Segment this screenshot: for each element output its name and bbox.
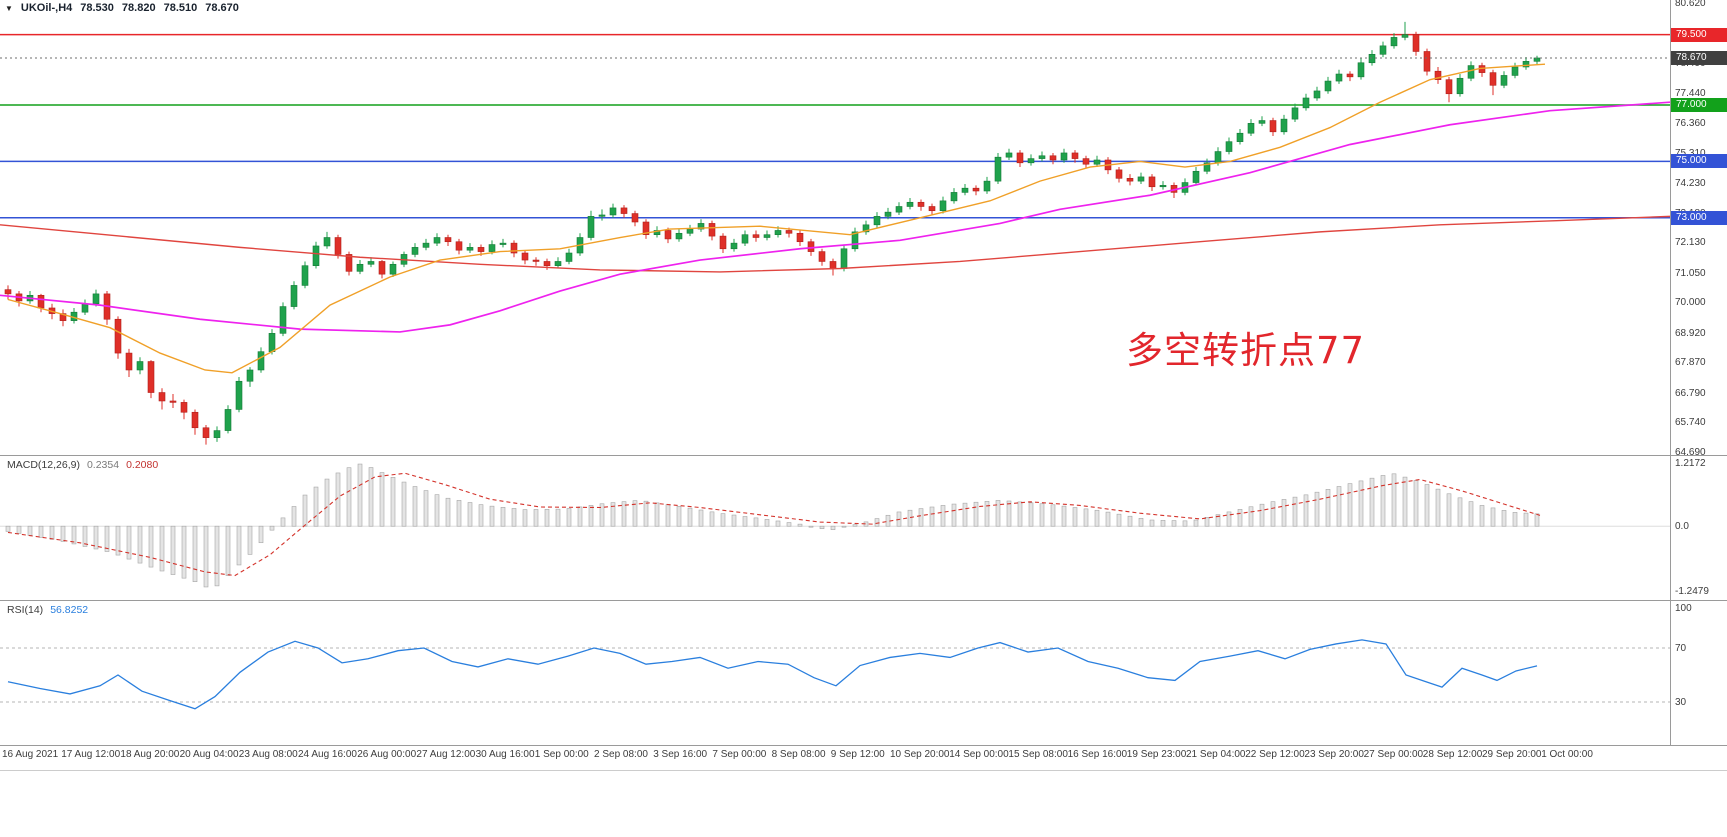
current-price-badge: 78.670 [1671, 50, 1727, 65]
macd-signal-value: 0.2080 [126, 459, 159, 471]
time-axis-label: 17 Aug 12:00 [61, 749, 121, 760]
time-axis-label: 18 Aug 20:00 [120, 749, 180, 760]
time-axis-label: 1 Oct 00:00 [1541, 749, 1593, 760]
price-level-badge: 79.500 [1671, 27, 1727, 42]
macd-main-value: 0.2354 [86, 459, 120, 471]
price-level-badge: 73.000 [1671, 210, 1727, 225]
time-axis-label: 15 Sep 08:00 [1008, 749, 1068, 760]
time-axis-label: 2 Sep 08:00 [594, 749, 648, 760]
time-axis-label: 9 Sep 12:00 [830, 749, 885, 760]
price-axis-tick: 74.230 [1675, 178, 1706, 190]
time-axis-label: 8 Sep 08:00 [771, 749, 826, 760]
time-axis-label: 21 Sep 04:00 [1186, 749, 1246, 760]
chart-header: ▼ UKOil-,H4 78.530 78.820 78.510 78.670 [5, 2, 239, 14]
price-axis-tick: 72.130 [1675, 237, 1706, 249]
time-axis-label: 3 Sep 16:00 [653, 749, 708, 760]
time-axis-label: 23 Sep 20:00 [1304, 749, 1364, 760]
macd-name: MACD(12,26,9) [7, 459, 80, 471]
one-click-trading-arrow-icon[interactable]: ▼ [5, 3, 13, 13]
time-axis-label: 16 Aug 2021 [2, 749, 59, 760]
price-axis-tick: 77.440 [1675, 87, 1706, 99]
price-axis-tick: 67.870 [1675, 357, 1706, 369]
price-axis-tick: 65.740 [1675, 417, 1706, 429]
time-axis-label: 27 Aug 12:00 [416, 749, 476, 760]
price-axis-tick: 80.620 [1675, 0, 1706, 9]
macd-axis-tick: 1.2172 [1675, 458, 1706, 469]
price-axis-tick: 75.310 [1675, 147, 1706, 159]
macd-axis-tick: 0.0 [1675, 521, 1689, 533]
annotation-text: 多空转折点77 [1126, 329, 1366, 372]
macd-axis-tick: -1.2479 [1675, 586, 1709, 597]
symbol-timeframe-label: UKOil-,H4 [20, 2, 73, 14]
time-axis-label: 26 Aug 00:00 [357, 749, 417, 760]
time-axis-label: 30 Aug 16:00 [475, 749, 535, 760]
rsi-indicator-label: RSI(14) 56.8252 [7, 604, 88, 616]
time-axis-label: 16 Sep 16:00 [1067, 749, 1128, 760]
time-axis-label: 29 Sep 20:00 [1482, 749, 1542, 760]
time-axis-label: 27 Sep 00:00 [1363, 749, 1424, 760]
time-axis-label: 20 Aug 04:00 [179, 749, 239, 760]
time-axis-label: 19 Sep 23:00 [1126, 749, 1187, 760]
rsi-value: 56.8252 [50, 604, 89, 616]
macd-indicator-label: MACD(12,26,9) 0.2354 0.2080 [7, 459, 158, 471]
time-axis-label: 1 Sep 00:00 [534, 749, 589, 760]
time-axis-label: 23 Aug 08:00 [238, 749, 298, 760]
rsi-axis-tick: 30 [1675, 697, 1687, 708]
price-axis-tick: 71.050 [1675, 267, 1706, 279]
rsi-axis-tick: 100 [1675, 602, 1692, 614]
price-axis-tick: 68.920 [1675, 327, 1706, 339]
price-level-badge: 77.000 [1671, 98, 1727, 113]
ohlc-close: 78.670 [205, 2, 239, 14]
time-axis-label: 24 Aug 16:00 [298, 749, 357, 760]
ohlc-high: 78.820 [121, 2, 156, 14]
rsi-axis-tick: 70 [1675, 643, 1687, 654]
rsi-name: RSI(14) [7, 604, 44, 616]
price-level-badge: 75.000 [1671, 154, 1727, 169]
time-axis-label: 14 Sep 00:00 [949, 749, 1009, 760]
price-axis-tick: 76.360 [1675, 118, 1706, 130]
price-axis-tick: 66.790 [1675, 387, 1706, 399]
ohlc-low: 78.510 [163, 2, 198, 14]
chart-canvas[interactable] [0, 0, 1727, 772]
price-axis-tick: 64.690 [1675, 447, 1706, 458]
price-axis-tick: 70.000 [1675, 297, 1706, 309]
time-axis-label: 7 Sep 00:00 [712, 749, 767, 760]
time-axis-label: 22 Sep 12:00 [1245, 749, 1305, 760]
time-axis-label: 28 Sep 12:00 [1422, 749, 1483, 760]
time-axis-label: 10 Sep 20:00 [890, 749, 950, 760]
ohlc-open: 78.530 [80, 2, 114, 14]
